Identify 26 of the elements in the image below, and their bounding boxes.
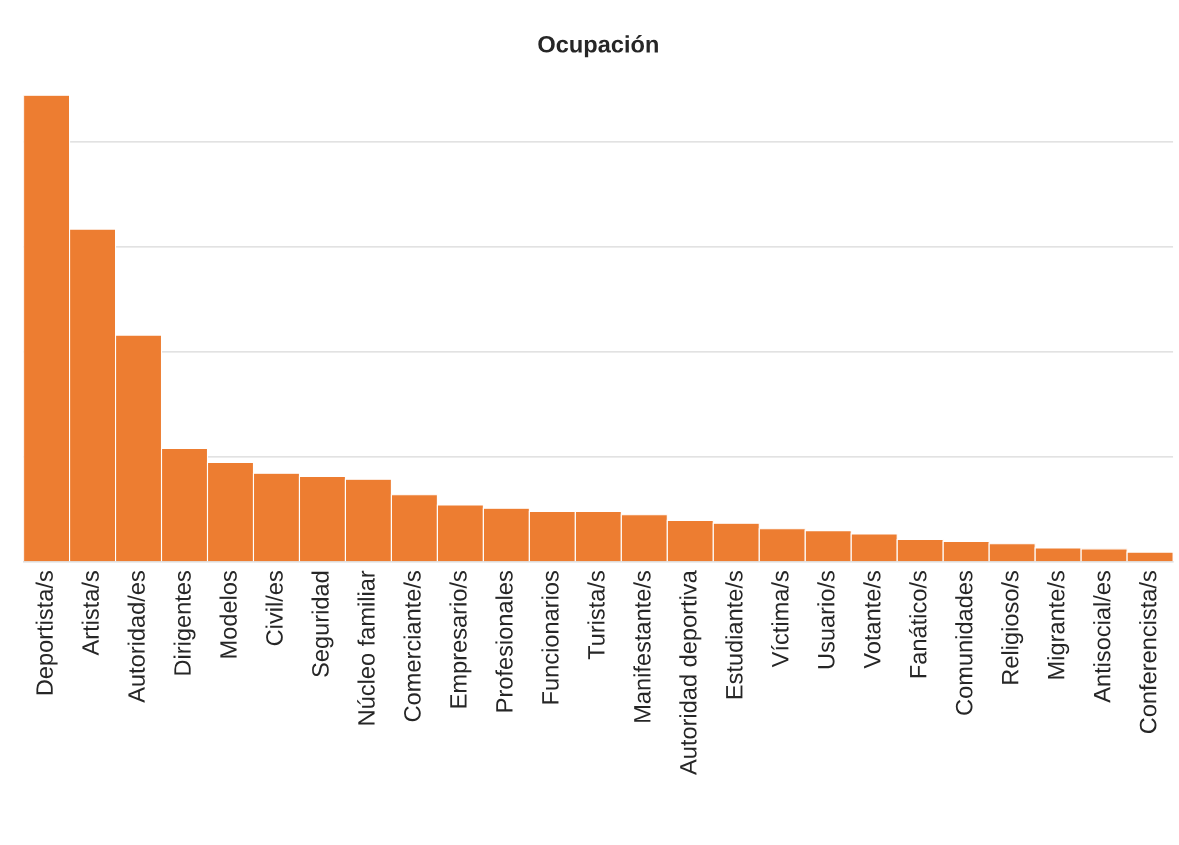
x-tick-label: Deportista/s <box>35 571 58 695</box>
x-tick-label: Civil/es <box>265 571 283 646</box>
chart-title: Ocupación <box>538 35 658 58</box>
x-tick-label: Usuario/s <box>817 571 835 669</box>
x-tick-label: Comerciante/s <box>403 571 421 722</box>
x-tick-label: Turista/s <box>587 571 605 660</box>
x-tick-label: Modelos <box>219 571 237 658</box>
x-tick-label: Manifestante/s <box>633 571 651 722</box>
x-tick-label: Autoridad/es <box>127 571 145 703</box>
x-tick-label: Conferencista/s <box>1139 571 1157 734</box>
x-tick-label: Migrante/s <box>1047 571 1070 679</box>
x-tick-label: Votante/s <box>863 571 881 669</box>
x-tick-label: Antisocial/es <box>1093 571 1111 703</box>
x-tick-label: Artista/s <box>81 571 99 656</box>
x-tick-label: Profesionales <box>495 571 513 712</box>
x-tick-label: Seguridad <box>311 571 334 677</box>
x-tick-label: Estudiante/s <box>725 571 743 699</box>
x-tick-label: Núcleo familiar <box>357 570 375 725</box>
x-tick-label: Religioso/s <box>1001 571 1024 684</box>
x-tick-label: Comunidades <box>955 571 973 715</box>
x-tick-label: Funcionarios <box>541 571 559 704</box>
x-tick-label: Víctima/s <box>770 571 789 668</box>
x-tick-label: Dirigentes <box>173 571 196 675</box>
x-tick-label: Fanático/s <box>908 571 927 678</box>
x-tick-label: Autoridad deportiva <box>679 570 702 775</box>
x-tick-label: Empresario/s <box>449 571 472 708</box>
